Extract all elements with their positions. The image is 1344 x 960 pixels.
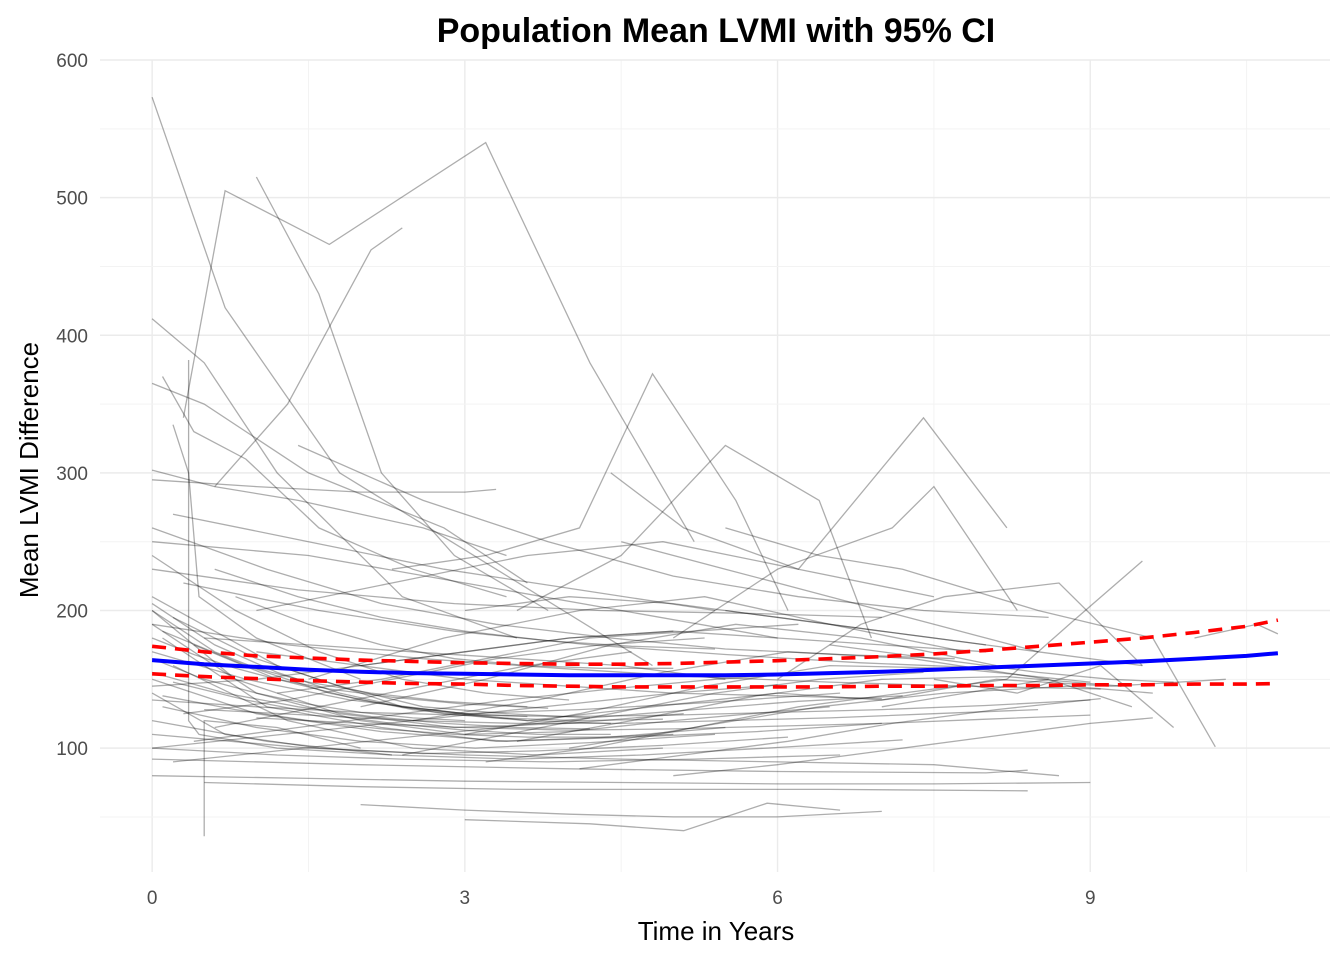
subject-line (172, 695, 903, 763)
subject-line (151, 382, 528, 584)
ci-upper-line (151, 618, 1279, 667)
subject-line (725, 609, 1143, 667)
subject-line (172, 681, 611, 736)
subject-line (256, 714, 1091, 731)
subject-line (203, 719, 361, 837)
subject-line (193, 644, 611, 725)
subject-line (214, 568, 716, 650)
y-tick-label: 100 (56, 739, 88, 760)
population-mean-line (151, 651, 1279, 678)
subject-line (161, 376, 507, 598)
subject-line (1006, 560, 1143, 680)
subject-line (151, 609, 528, 708)
subject-line (360, 630, 987, 667)
subject-line (308, 596, 966, 680)
x-axis-title: Time in Years (638, 916, 795, 946)
subject-line (183, 637, 705, 715)
subject-line (610, 416, 1008, 570)
x-tick-label: 3 (460, 888, 471, 909)
subject-line (297, 444, 1049, 619)
subject-line (152, 479, 497, 493)
subject-line (152, 699, 1091, 718)
subject-line (172, 424, 361, 680)
subject-line (151, 658, 465, 722)
subject-line (412, 651, 1049, 722)
subject-line (182, 141, 695, 543)
subject-line (151, 719, 903, 760)
subject-line (235, 596, 674, 669)
y-axis-title: Mean LVMI Difference (14, 342, 44, 598)
subject-line (391, 372, 789, 611)
subject-trajectories (151, 96, 1279, 837)
subject-line (151, 527, 955, 660)
subject-line (152, 630, 674, 687)
subject-line (360, 803, 882, 818)
subject-line (256, 541, 935, 612)
subject-line (151, 671, 590, 730)
subject-line (151, 554, 570, 701)
x-tick-label: 6 (772, 888, 783, 909)
subject-line (187, 360, 392, 756)
subject-line (152, 758, 1028, 774)
subject-line (672, 485, 1018, 639)
subject-line (193, 671, 820, 742)
y-axis-ticks: 100 200 300 400 500 600 (56, 51, 88, 760)
subject-line (152, 775, 1091, 785)
subject-line (777, 582, 1143, 680)
subject-line (151, 678, 882, 742)
subject-line (464, 596, 987, 646)
subject-line (151, 318, 518, 639)
subject-line (933, 664, 1175, 728)
subject-line (725, 527, 1216, 748)
subject-line (172, 616, 590, 719)
subject-line (204, 708, 1039, 725)
subject-line (152, 733, 1060, 777)
subject-line (162, 706, 716, 749)
subject-line (485, 678, 1007, 763)
x-tick-label: 0 (147, 888, 158, 909)
subject-line (152, 541, 778, 639)
subject-line (151, 96, 653, 667)
x-tick-label: 9 (1085, 888, 1096, 909)
y-tick-label: 600 (56, 51, 88, 72)
subject-line (152, 747, 841, 763)
y-tick-label: 300 (56, 464, 88, 485)
subject-line (516, 444, 873, 639)
subject-line (162, 695, 674, 738)
subject-line (204, 637, 726, 680)
subject-line (152, 684, 778, 749)
subject-line (162, 637, 726, 742)
subject-line (151, 603, 528, 718)
y-tick-label: 400 (56, 326, 88, 347)
ci-lower-line (152, 672, 1278, 689)
subject-line (579, 697, 1101, 770)
subject-line (172, 665, 663, 756)
grid (100, 59, 1330, 872)
subject-line (402, 671, 924, 756)
y-tick-label: 500 (56, 189, 88, 210)
subject-line (152, 568, 882, 619)
subject-line (214, 651, 632, 729)
subject-line (151, 469, 507, 557)
subject-line (214, 227, 403, 488)
chart-title: Population Mean LVMI with 95% CI (437, 12, 996, 50)
subject-line (183, 582, 997, 669)
subject-line (204, 781, 1028, 792)
subject-line (360, 623, 997, 708)
subject-line (172, 513, 716, 612)
y-tick-label: 200 (56, 602, 88, 623)
subject-line (151, 609, 684, 729)
fit-lines (151, 618, 1279, 689)
subject-line (151, 692, 789, 755)
subject-line (464, 802, 841, 832)
subject-line (255, 176, 549, 612)
subject-line (151, 623, 830, 736)
subject-line (621, 541, 1039, 653)
subject-line (151, 637, 549, 709)
x-axis-ticks: 0 3 6 9 (147, 888, 1096, 909)
subject-line (568, 685, 1153, 749)
subject-line (673, 717, 1153, 777)
